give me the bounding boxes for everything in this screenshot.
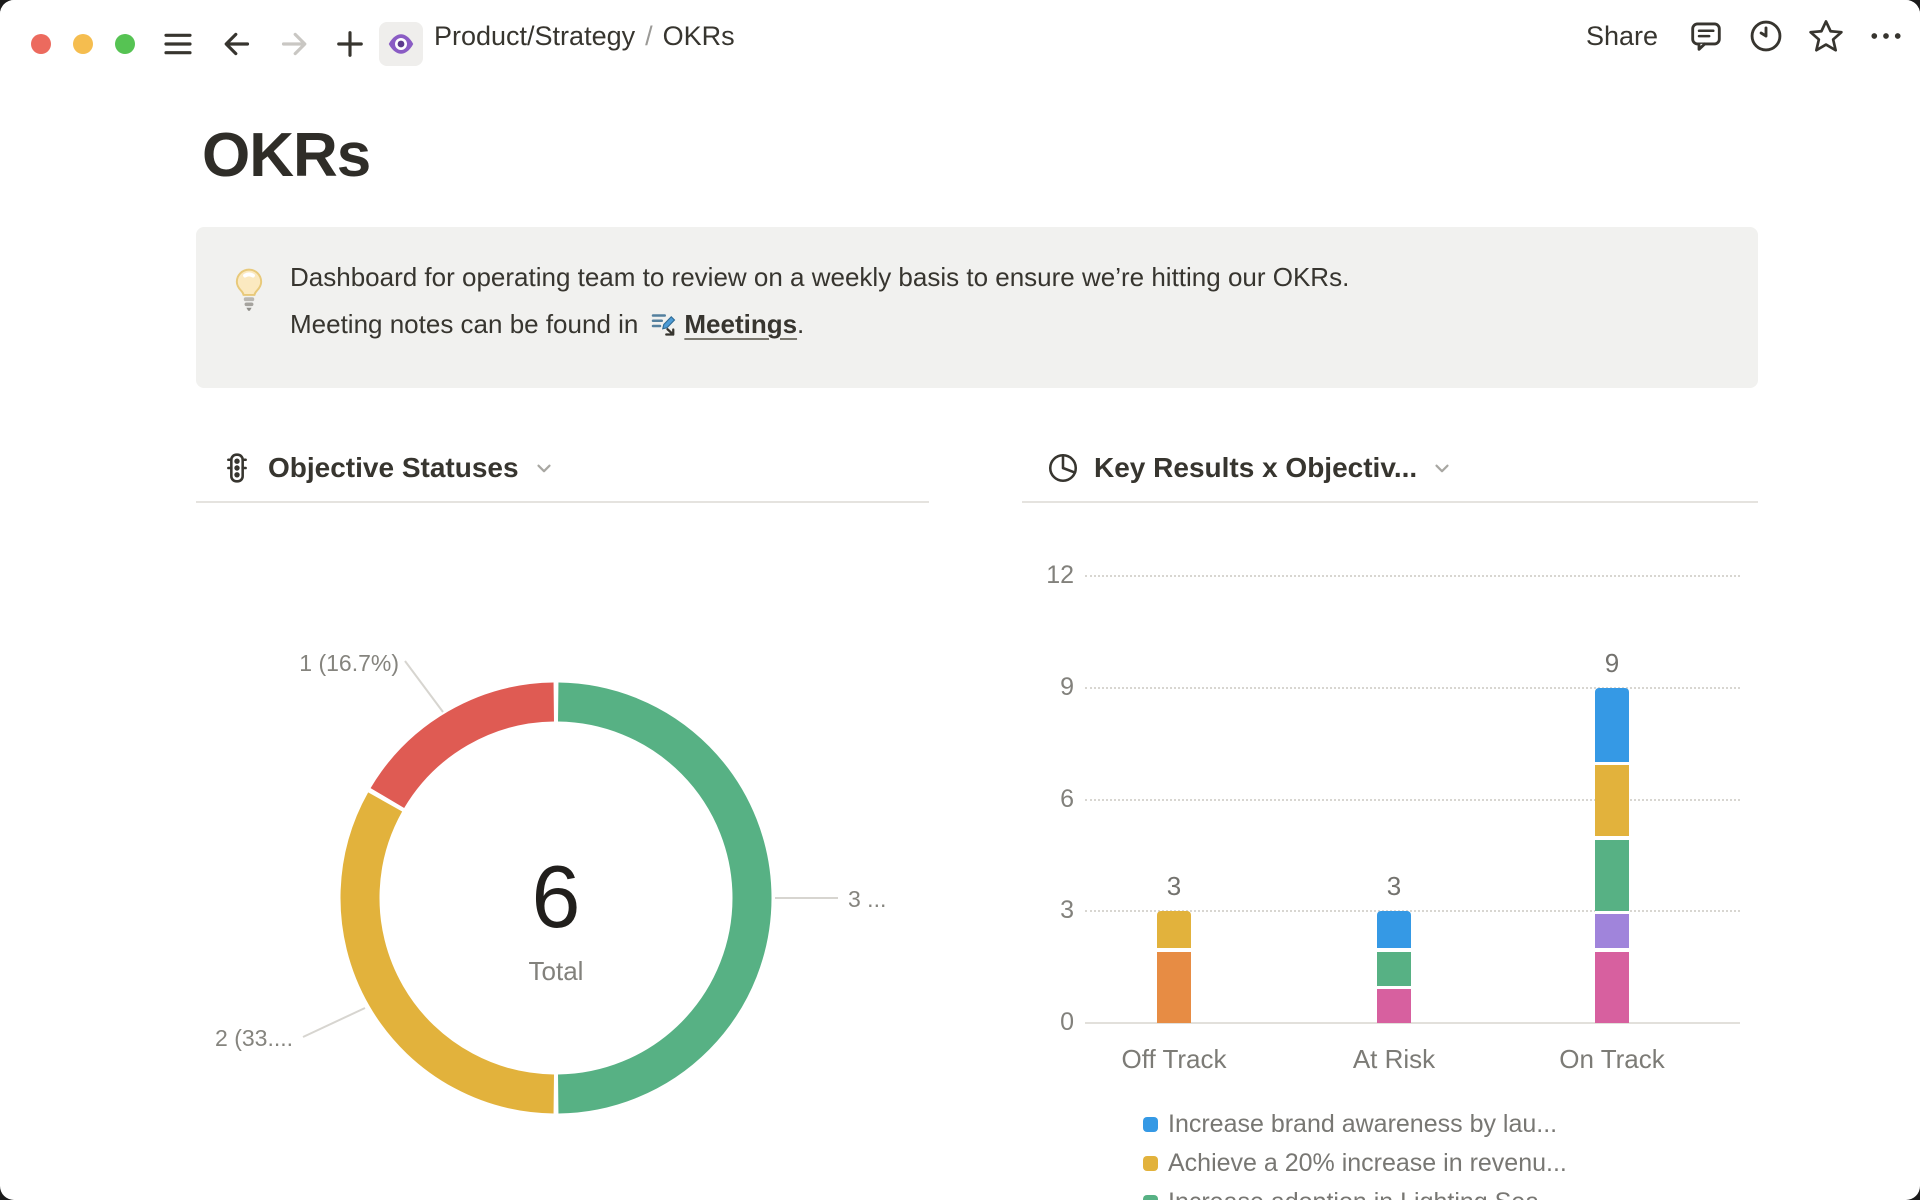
legend-label: Increase brand awareness by lau... <box>1168 1110 1558 1138</box>
topbar-actions: Share <box>1578 0 1906 72</box>
bar-segment[interactable] <box>1157 911 1191 948</box>
back-arrow-icon <box>224 32 250 56</box>
window-close-button[interactable] <box>31 34 51 54</box>
bar-segment[interactable] <box>1595 949 1629 1023</box>
meeting-notes-icon <box>648 308 678 338</box>
bar-segment[interactable] <box>1157 949 1191 1023</box>
section-divider-left <box>196 501 929 503</box>
donut-label-leader-line <box>404 660 444 713</box>
legend-swatch <box>1143 1117 1158 1132</box>
eye-icon <box>388 34 414 54</box>
donut-slice-label: 3 ... <box>848 886 886 912</box>
x-axis-line <box>1085 1022 1740 1024</box>
window-zoom-button[interactable] <box>115 34 135 54</box>
sidebar-toggle-button[interactable] <box>158 24 198 64</box>
y-axis-tick-label: 6 <box>1060 784 1074 813</box>
traffic-light-icon <box>227 453 247 483</box>
y-axis-tick-label: 12 <box>1046 561 1074 590</box>
y-axis-tick-label: 9 <box>1060 672 1074 701</box>
page-icon[interactable] <box>379 22 423 66</box>
window-titlebar: Product/Strategy / OKRs Share <box>0 0 1920 72</box>
callout-text: Dashboard for operating team to review o… <box>290 254 1349 348</box>
legend-swatch <box>1143 1156 1158 1171</box>
donut-total-value: 6 <box>532 847 581 946</box>
star-icon <box>1809 20 1843 52</box>
bar-total-label: 9 <box>1604 647 1620 678</box>
callout-line1: Dashboard for operating team to review o… <box>290 262 1350 292</box>
bar-segment[interactable] <box>1377 911 1411 948</box>
lightbulb-icon <box>229 267 269 313</box>
clock-icon <box>1750 20 1782 52</box>
gridline <box>1085 798 1740 801</box>
legend-item: Increase brand awareness by lau... <box>1143 1110 1557 1139</box>
meetings-page-link[interactable]: Meetings <box>684 309 798 339</box>
callout-line2-prefix: Meeting notes can be found in <box>290 309 639 339</box>
donut-label-leader-line <box>302 1007 366 1038</box>
more-options-button[interactable] <box>1866 16 1906 56</box>
legend-label: Achieve a 20% increase in revenu... <box>1168 1149 1567 1177</box>
y-axis-tick-label: 0 <box>1060 1008 1074 1036</box>
page-title: OKRs <box>202 121 371 190</box>
y-axis-tick-label: 3 <box>1060 896 1074 925</box>
window-minimize-button[interactable] <box>73 34 93 54</box>
x-axis-category-label: Off Track <box>1121 1044 1227 1074</box>
bar-segment[interactable] <box>1595 762 1629 836</box>
legend-item: Achieve a 20% increase in revenu... <box>1143 1149 1567 1178</box>
updates-button[interactable] <box>1746 16 1786 56</box>
comments-button[interactable] <box>1686 16 1726 56</box>
key-results-bar-chart: 0 3 6 9 12 3 Off Track 3 At Risk 9 On Track Increas… <box>1022 540 1758 1200</box>
objective-statuses-view-button[interactable]: Objective Statuses <box>220 446 555 490</box>
callout-block: Dashboard for operating team to review o… <box>196 227 1758 388</box>
legend-swatch <box>1143 1195 1158 1200</box>
breadcrumb: Product/Strategy / OKRs <box>434 0 735 72</box>
bar-segment[interactable] <box>1377 949 1411 986</box>
donut-total-label: Total <box>529 956 584 986</box>
bar-segment[interactable] <box>1377 986 1411 1023</box>
section-divider-right <box>1022 501 1758 503</box>
bar-segment[interactable] <box>1595 911 1629 948</box>
chart-title-right: Key Results x Objectiv... <box>1094 452 1418 483</box>
comment-bubble-icon <box>1691 22 1721 51</box>
bar-total-label: 3 <box>1166 871 1182 902</box>
chevron-down-icon <box>536 464 551 473</box>
breadcrumb-separator: / <box>645 20 653 51</box>
forward-button[interactable] <box>274 24 314 64</box>
share-button[interactable]: Share <box>1578 17 1666 56</box>
pie-chart-icon <box>1048 453 1078 483</box>
donut-slice[interactable] <box>340 792 555 1114</box>
gridline <box>1085 910 1740 913</box>
breadcrumb-item-parent[interactable]: Product/Strategy <box>434 20 636 51</box>
callout-line2-suffix: . <box>797 309 805 339</box>
chart-title-left: Objective Statuses <box>268 452 519 483</box>
breadcrumb-item-current[interactable]: OKRs <box>662 20 735 51</box>
gridline <box>1085 686 1740 689</box>
x-axis-category-label: At Risk <box>1352 1044 1436 1074</box>
favorite-button[interactable] <box>1806 16 1846 56</box>
key-results-view-button[interactable]: Key Results x Objectiv... <box>1046 446 1453 490</box>
legend-label: Increase adoption in Lighting Sea... <box>1168 1188 1560 1200</box>
bar-segment[interactable] <box>1595 837 1629 911</box>
hamburger-icon <box>164 33 192 55</box>
chevron-down-icon <box>1435 464 1449 473</box>
donut-slice[interactable] <box>557 682 772 1114</box>
back-button[interactable] <box>217 24 257 64</box>
legend-item: Increase adoption in Lighting Sea... <box>1143 1188 1560 1200</box>
donut-slice-label: 1 (16.7%) <box>299 650 399 676</box>
bar-segment[interactable] <box>1595 688 1629 762</box>
donut-slice[interactable] <box>370 682 555 809</box>
x-axis-category-label: On Track <box>1559 1044 1665 1074</box>
plus-icon <box>337 31 363 57</box>
objective-statuses-donut-chart: 3 ... 2 (33.... 1 (16.7%) 6 Total <box>215 650 886 1114</box>
ellipsis-icon <box>1871 33 1901 39</box>
gridline <box>1085 575 1740 578</box>
donut-slice-label: 2 (33.... <box>215 1025 293 1051</box>
bar-total-label: 3 <box>1386 871 1402 902</box>
new-page-button[interactable] <box>330 24 370 64</box>
forward-arrow-icon <box>281 32 307 56</box>
